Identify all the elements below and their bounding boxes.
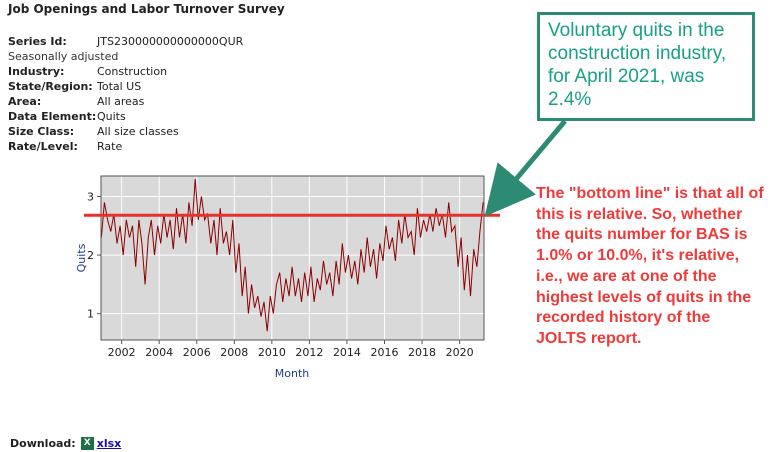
download-label: Download: — [10, 437, 76, 450]
x-tick-label: 2014 — [333, 346, 361, 359]
meta-value: Quits — [97, 110, 126, 123]
quits-chart: 2002 2004 2006 2008 2010 2012 2014 2016 2018 2020… — [75, 175, 485, 380]
meta-row: Area: All areas — [8, 94, 243, 109]
meta-row: Rate/Level: Rate — [8, 139, 243, 154]
meta-note: Seasonally adjusted — [8, 50, 119, 63]
plot-frame — [100, 175, 485, 341]
x-axis-label: Month — [275, 367, 310, 380]
meta-value: JTS230000000000000QUR — [97, 35, 244, 48]
plot-area — [100, 175, 485, 341]
download-bar: Download: X xlsx — [10, 437, 121, 450]
x-tick-label: 2018 — [408, 346, 436, 359]
x-tick-label: 2012 — [295, 346, 323, 359]
y-tick-label: 2 — [87, 249, 94, 262]
y-tick-label: 3 — [87, 191, 94, 204]
meta-row: Size Class: All size classes — [8, 124, 243, 139]
x-tick-label: 2016 — [370, 346, 398, 359]
meta-key: Data Element: — [8, 110, 97, 123]
x-axis-ticks: 2002 2004 2006 2008 2010 2012 2014 2016 2018 2020 — [108, 340, 474, 359]
meta-key: Series Id: — [8, 35, 67, 48]
commentary-text: The "bottom line" is that all of this is… — [536, 185, 764, 347]
survey-title: Job Openings and Labor Turnover Survey — [8, 2, 285, 16]
y-axis-ticks: 1 2 3 — [87, 191, 101, 321]
meta-key: Rate/Level: — [8, 140, 78, 153]
xlsx-download-link[interactable]: xlsx — [96, 437, 122, 450]
x-tick-label: 2002 — [108, 346, 136, 359]
excel-icon[interactable]: X — [80, 437, 94, 450]
meta-key: Industry: — [8, 65, 65, 78]
meta-row: Series Id: JTS230000000000000QUR — [8, 34, 243, 49]
callout-box: Voluntary quits in the construction indu… — [537, 12, 755, 121]
x-tick-label: 2010 — [258, 346, 286, 359]
meta-value: Total US — [97, 80, 142, 93]
series-metadata: Series Id: JTS230000000000000QUR Seasonal… — [8, 34, 243, 154]
y-tick-label: 1 — [87, 308, 94, 321]
x-tick-label: 2004 — [145, 346, 173, 359]
meta-value: Construction — [97, 65, 168, 78]
meta-key: State/Region: — [8, 80, 93, 93]
meta-row: Industry: Construction — [8, 64, 243, 79]
meta-key: Area: — [8, 95, 42, 108]
x-tick-label: 2008 — [220, 346, 248, 359]
meta-value: All areas — [97, 95, 145, 108]
series-line-quits — [100, 178, 484, 332]
meta-value: Rate — [97, 140, 123, 153]
meta-key: Size Class: — [8, 125, 75, 138]
x-tick-label: 2006 — [183, 346, 211, 359]
y-axis-label: Quits — [75, 243, 88, 272]
meta-row: Seasonally adjusted — [8, 49, 243, 64]
x-tick-label: 2020 — [446, 346, 474, 359]
meta-row: State/Region: Total US — [8, 79, 243, 94]
meta-value: All size classes — [97, 125, 179, 138]
meta-row: Data Element: Quits — [8, 109, 243, 124]
